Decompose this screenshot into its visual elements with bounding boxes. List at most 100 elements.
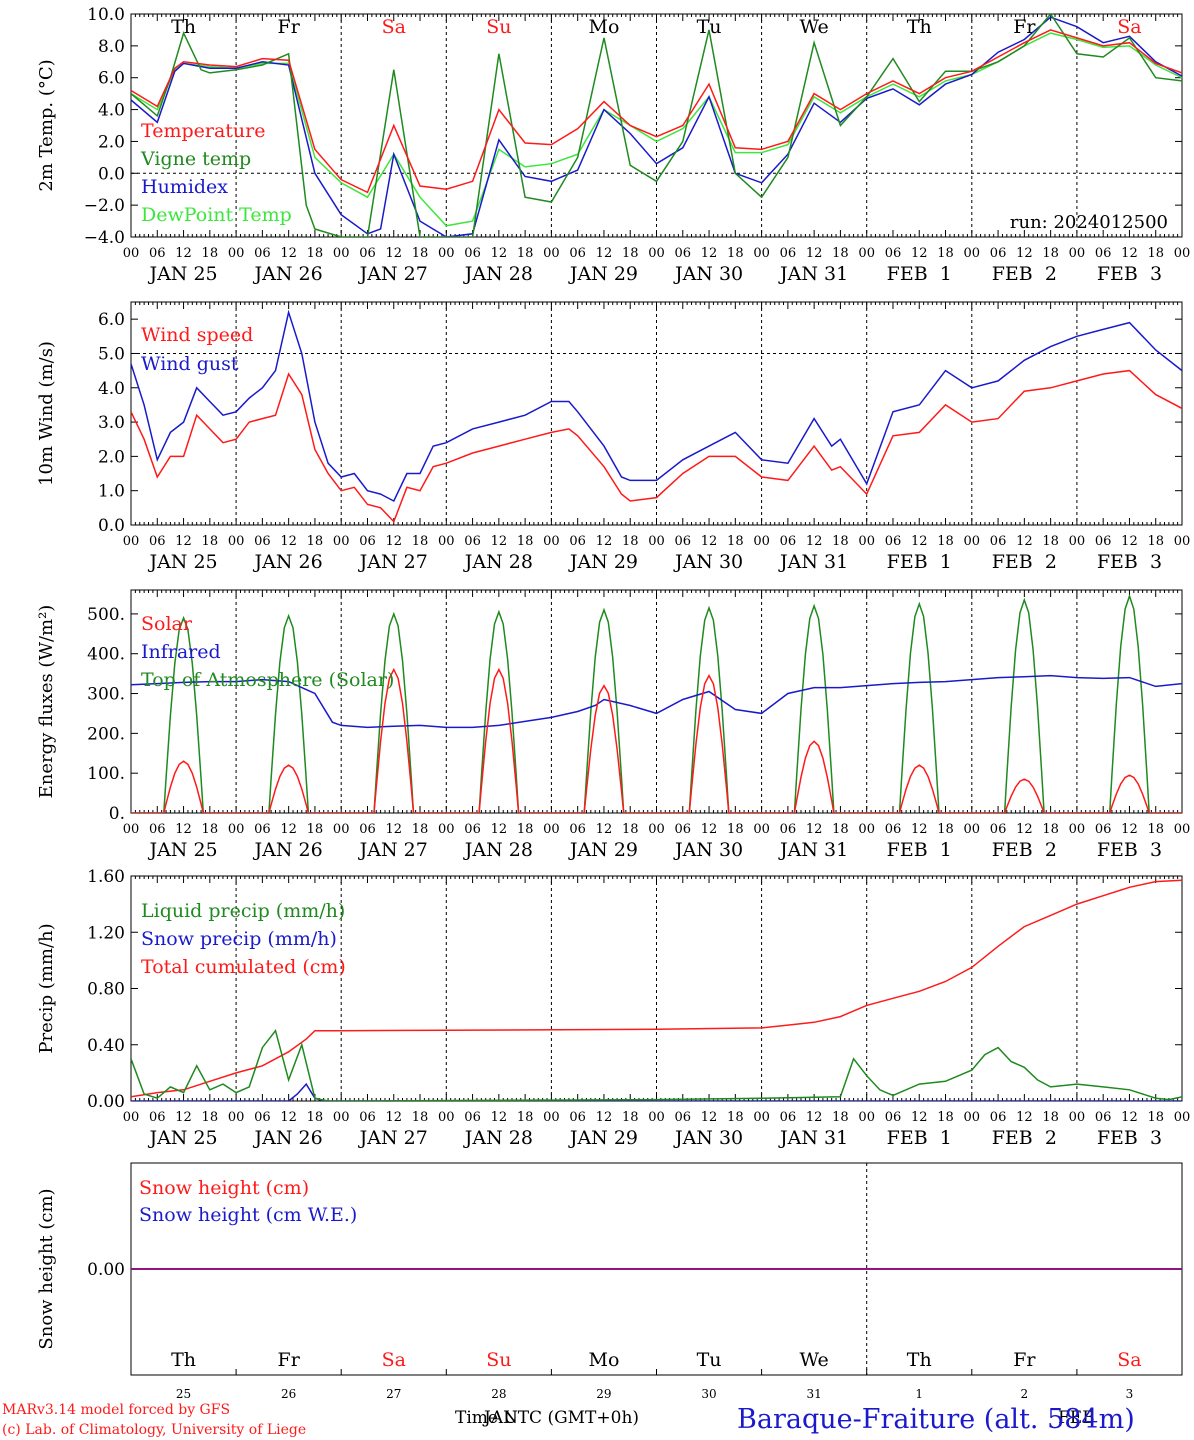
y-tick-label: 10.0 xyxy=(87,5,125,25)
y-tick-label: 2.0 xyxy=(98,132,125,152)
date-label: JAN 25 xyxy=(147,551,217,573)
day-number-label: 31 xyxy=(807,1387,822,1401)
hour-tick-label: 00 xyxy=(438,1110,455,1125)
hour-tick-label: 00 xyxy=(858,1110,875,1125)
hour-tick-label: 12 xyxy=(385,1110,402,1125)
y-tick-label: 2.0 xyxy=(98,447,125,467)
hour-tick-label: 18 xyxy=(307,246,324,261)
date-label: JAN 25 xyxy=(147,839,217,861)
series-line-3 xyxy=(131,879,1182,1098)
weekday-label: Sa xyxy=(1117,1349,1141,1371)
hour-tick-label: 00 xyxy=(543,822,560,837)
date-label: JAN 27 xyxy=(358,551,428,573)
y-tick-label: 0.0 xyxy=(98,164,125,184)
series-line-2 xyxy=(131,674,1182,729)
weekday-label: Th xyxy=(907,1349,932,1371)
date-label: FEB 3 xyxy=(1097,1127,1162,1149)
hour-tick-label: 18 xyxy=(202,822,219,837)
hour-tick-label: 00 xyxy=(333,822,350,837)
hour-tick-label: 00 xyxy=(228,1110,245,1125)
hour-tick-label: 18 xyxy=(517,246,534,261)
series-line-1 xyxy=(131,369,1182,523)
hour-tick-label: 00 xyxy=(753,822,770,837)
date-label: FEB 3 xyxy=(1097,551,1162,573)
date-label: JAN 31 xyxy=(778,551,848,573)
hour-tick-label: 06 xyxy=(464,822,481,837)
hour-tick-label: 18 xyxy=(412,822,429,837)
hour-tick-label: 12 xyxy=(911,822,928,837)
hour-tick-label: 00 xyxy=(964,534,981,549)
hour-tick-label: 00 xyxy=(123,822,140,837)
y-axis-title: 2m Temp. (°C) xyxy=(36,59,57,191)
hour-tick-label: 00 xyxy=(753,246,770,261)
hour-tick-label: 12 xyxy=(1016,246,1033,261)
legend-entry: Temperature xyxy=(141,120,265,142)
hour-tick-label: 18 xyxy=(727,246,744,261)
hour-tick-label: 00 xyxy=(1174,246,1191,261)
hour-tick-label: 06 xyxy=(149,534,166,549)
hour-tick-label: 12 xyxy=(280,534,297,549)
weekday-label: We xyxy=(800,1349,829,1371)
weekday-label: Fr xyxy=(1013,16,1036,38)
hour-tick-label: 12 xyxy=(701,246,718,261)
date-label: JAN 30 xyxy=(673,839,743,861)
hour-tick-label: 18 xyxy=(517,1110,534,1125)
series-group xyxy=(131,593,1182,813)
hour-tick-label: 18 xyxy=(412,1110,429,1125)
chart-footer: MARv3.14 model forced by GFS (c) Lab. of… xyxy=(2,1402,1135,1438)
hour-tick-label: 18 xyxy=(517,534,534,549)
hour-tick-label: 06 xyxy=(464,1110,481,1125)
y-axis-title: 10m Wind (m/s) xyxy=(36,341,57,486)
y-tick-label: 4.0 xyxy=(98,101,125,121)
hour-tick-label: 00 xyxy=(438,246,455,261)
hour-tick-label: 18 xyxy=(202,246,219,261)
legend-entry: Wind speed xyxy=(141,324,253,346)
hour-tick-label: 12 xyxy=(491,822,508,837)
hour-tick-label: 06 xyxy=(780,246,797,261)
hour-tick-label: 12 xyxy=(175,534,192,549)
weekday-label: Mo xyxy=(588,1349,619,1371)
date-label: JAN 28 xyxy=(463,839,533,861)
x-axis-month-overlay-2: FEB xyxy=(1058,1408,1095,1428)
y-tick-label: −2.0 xyxy=(84,196,125,216)
hour-tick-label: 00 xyxy=(1174,534,1191,549)
weekday-label: Th xyxy=(907,16,932,38)
y-tick-label: 1.20 xyxy=(87,923,125,943)
hour-tick-label: 12 xyxy=(806,246,823,261)
y-tick-label: 6.0 xyxy=(98,310,125,330)
hour-tick-label: 06 xyxy=(464,246,481,261)
weekday-label: Sa xyxy=(1117,16,1141,38)
hour-tick-label: 12 xyxy=(1121,822,1138,837)
day-number-label: 28 xyxy=(491,1387,506,1401)
weekday-label: Tu xyxy=(697,1349,722,1371)
hour-tick-label: 18 xyxy=(412,246,429,261)
hour-tick-label: 18 xyxy=(937,1110,954,1125)
date-label: JAN 29 xyxy=(568,1127,638,1149)
y-tick-label: 300. xyxy=(87,685,125,705)
hour-tick-label: 18 xyxy=(622,246,639,261)
hour-tick-label: 00 xyxy=(1069,1110,1086,1125)
hour-tick-label: 06 xyxy=(569,246,586,261)
y-tick-label: 4.0 xyxy=(98,379,125,399)
hour-tick-label: 18 xyxy=(727,822,744,837)
hour-tick-label: 06 xyxy=(149,1110,166,1125)
hour-tick-label: 00 xyxy=(438,534,455,549)
weekday-label: Th xyxy=(171,1349,196,1371)
hour-tick-label: 12 xyxy=(806,822,823,837)
hour-tick-label: 06 xyxy=(675,822,692,837)
legend-entry: Infrared xyxy=(141,641,221,663)
date-label: FEB 2 xyxy=(992,839,1057,861)
date-label: JAN 26 xyxy=(253,839,323,861)
hour-tick-label: 12 xyxy=(806,534,823,549)
hour-tick-label: 06 xyxy=(149,246,166,261)
hour-tick-label: 12 xyxy=(1121,246,1138,261)
hour-tick-label: 18 xyxy=(622,822,639,837)
y-axis-title: Precip (mm/h) xyxy=(36,923,57,1053)
date-label: JAN 29 xyxy=(568,263,638,285)
legend-entry: Liquid precip (mm/h) xyxy=(141,900,345,922)
hour-tick-label: 06 xyxy=(990,246,1007,261)
hour-tick-label: 00 xyxy=(964,822,981,837)
series-line-1 xyxy=(131,1029,1182,1101)
hour-tick-label: 00 xyxy=(1069,534,1086,549)
